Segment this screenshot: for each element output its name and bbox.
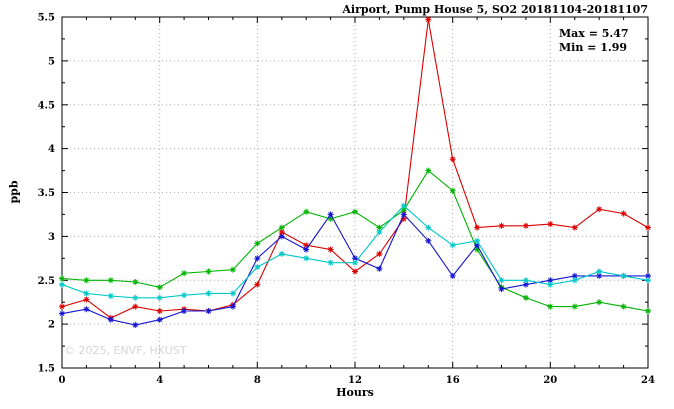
- svg-text:3.5: 3.5: [38, 188, 55, 199]
- svg-text:2.5: 2.5: [38, 276, 55, 287]
- svg-text:5.5: 5.5: [38, 13, 55, 24]
- x-axis-label: Hours: [336, 386, 374, 399]
- series-green-markers: [59, 167, 651, 314]
- svg-text:16: 16: [446, 375, 460, 386]
- series-cyan-markers: [59, 202, 651, 301]
- max-label: Max = 5.47: [559, 27, 629, 40]
- svg-text:1.5: 1.5: [38, 364, 55, 375]
- svg-text:24: 24: [641, 375, 655, 386]
- grid: [61, 16, 649, 369]
- svg-text:12: 12: [348, 375, 362, 386]
- svg-text:8: 8: [254, 375, 261, 386]
- svg-text:20: 20: [543, 375, 557, 386]
- series-blue: [59, 211, 651, 328]
- svg-text:4: 4: [48, 144, 55, 155]
- svg-text:4: 4: [156, 375, 163, 386]
- series-red-markers: [59, 16, 651, 321]
- x-tick-labels: 0 4 8 12 16 20 24: [59, 375, 655, 386]
- svg-text:0: 0: [59, 375, 66, 386]
- series-cyan: [59, 202, 651, 301]
- svg-text:4.5: 4.5: [38, 100, 55, 111]
- chart-title: Airport, Pump House 5, SO2 20181104-2018…: [342, 3, 648, 16]
- svg-text:3: 3: [48, 232, 55, 243]
- y-tick-labels: 1.5 2 2.5 3 3.5 4 4.5 5 5.5: [38, 13, 55, 375]
- series-red: [59, 16, 651, 321]
- watermark: © 2025, ENVF, HKUST: [64, 344, 187, 357]
- series-blue-markers: [59, 211, 651, 328]
- max-min-annotation: Max = 5.47 Min = 1.99: [559, 27, 629, 55]
- series-green: [59, 167, 651, 314]
- plot-border: [61, 16, 649, 369]
- svg-text:5: 5: [48, 56, 55, 67]
- min-label: Min = 1.99: [559, 41, 628, 54]
- svg-text:2: 2: [48, 320, 55, 331]
